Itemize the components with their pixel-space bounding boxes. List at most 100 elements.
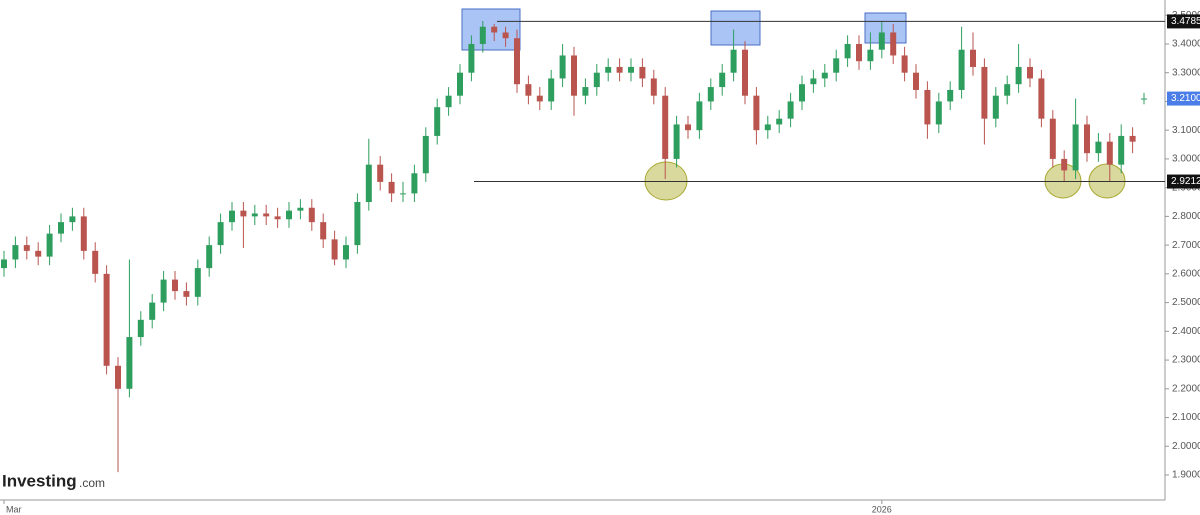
candle-body bbox=[149, 302, 156, 320]
candle-body bbox=[1, 259, 7, 269]
candle-body bbox=[913, 72, 919, 90]
candle-body bbox=[628, 66, 634, 73]
candle-body bbox=[274, 216, 281, 220]
top-box bbox=[461, 8, 521, 51]
candle-body bbox=[582, 87, 589, 96]
candle-body bbox=[924, 89, 931, 125]
candle-body bbox=[35, 250, 42, 257]
candle-body bbox=[1061, 158, 1068, 171]
candle-body bbox=[548, 78, 555, 102]
y-tick-label: 3.0000 bbox=[1172, 154, 1200, 165]
candle-body bbox=[58, 222, 64, 234]
candle-body bbox=[514, 38, 520, 85]
candle-body bbox=[445, 95, 452, 108]
y-tick-label: 3.1000 bbox=[1172, 125, 1200, 136]
candle-body bbox=[286, 210, 292, 220]
candle-body bbox=[696, 101, 703, 131]
candle-body bbox=[616, 66, 623, 73]
candle-body bbox=[525, 84, 532, 96]
y-tick-label: 3.3000 bbox=[1172, 67, 1200, 78]
candle-body bbox=[251, 213, 258, 217]
last-price-label: 3.2100 bbox=[1171, 93, 1200, 104]
candle-body bbox=[479, 26, 486, 44]
candle-body bbox=[1072, 124, 1079, 171]
candle-body bbox=[12, 245, 19, 260]
level-tag bbox=[1167, 174, 1200, 189]
candle-body bbox=[365, 164, 372, 203]
candle-body bbox=[753, 95, 760, 131]
y-tick-label: 2.7000 bbox=[1172, 240, 1200, 251]
candle-body bbox=[673, 124, 680, 159]
candle-body bbox=[308, 207, 315, 223]
candle-body bbox=[388, 181, 395, 194]
candle-body bbox=[844, 43, 851, 59]
top-box bbox=[710, 10, 761, 46]
y-tick-label: 2.1000 bbox=[1172, 412, 1200, 423]
candle-body bbox=[901, 55, 908, 73]
candle-body bbox=[206, 245, 213, 269]
candle-body bbox=[650, 78, 657, 96]
candle-body bbox=[422, 135, 429, 174]
candle-body bbox=[1118, 135, 1125, 165]
candle-body bbox=[172, 279, 178, 292]
candle-body bbox=[833, 58, 840, 73]
candle-body bbox=[411, 173, 418, 194]
x-tick-label: 2026 bbox=[872, 504, 892, 514]
y-tick-label: 2.5000 bbox=[1172, 297, 1200, 308]
candle-body bbox=[137, 319, 144, 338]
candle-body bbox=[160, 279, 167, 303]
candle-body bbox=[354, 202, 361, 246]
candle-body bbox=[867, 49, 874, 62]
candle-body bbox=[947, 89, 954, 102]
candle-body bbox=[491, 26, 498, 33]
candle-body bbox=[935, 101, 942, 125]
candle-body bbox=[468, 43, 475, 73]
candle-body bbox=[719, 72, 726, 88]
candle-body bbox=[103, 273, 110, 366]
candle-body bbox=[331, 239, 338, 260]
candle-body bbox=[263, 213, 270, 217]
y-tick-label: 1.9000 bbox=[1172, 470, 1200, 481]
candle-body bbox=[126, 337, 133, 389]
candle-body bbox=[1095, 141, 1102, 154]
candle-body bbox=[240, 210, 247, 217]
candle-body bbox=[80, 216, 87, 251]
top-box bbox=[864, 12, 907, 44]
candle-body bbox=[958, 49, 965, 90]
candle-body bbox=[46, 233, 53, 257]
candle-body bbox=[639, 66, 646, 79]
watermark: Investing bbox=[2, 471, 77, 490]
y-tick-label: 3.4000 bbox=[1172, 39, 1200, 50]
candle-body bbox=[810, 78, 817, 85]
candle-body bbox=[536, 95, 543, 102]
candle-body bbox=[434, 107, 441, 136]
candle-body bbox=[217, 222, 224, 246]
candle-body bbox=[1004, 84, 1011, 96]
candle-body bbox=[400, 193, 406, 195]
candle-body bbox=[320, 222, 327, 240]
candle-body bbox=[1141, 98, 1147, 100]
candle-body bbox=[297, 207, 304, 211]
candles bbox=[1, 20, 1147, 473]
candle-body bbox=[662, 95, 669, 159]
y-tick-label: 2.3000 bbox=[1172, 355, 1200, 366]
candle-body bbox=[343, 245, 349, 260]
candle-body bbox=[1049, 118, 1056, 159]
candle-body bbox=[707, 87, 714, 102]
candle-body bbox=[730, 49, 737, 73]
candle-body bbox=[1015, 66, 1022, 85]
candle-body bbox=[981, 66, 988, 119]
candle-body bbox=[856, 43, 862, 62]
annotations bbox=[461, 8, 1126, 201]
candle-body bbox=[605, 66, 612, 73]
candle-body bbox=[194, 268, 201, 297]
candle-body bbox=[593, 72, 600, 88]
candle-body bbox=[992, 95, 999, 119]
candle-body bbox=[377, 164, 384, 182]
candle-body bbox=[878, 32, 885, 50]
candle-body bbox=[457, 72, 463, 96]
candle-body bbox=[69, 216, 76, 223]
y-tick-label: 2.2000 bbox=[1172, 383, 1200, 394]
